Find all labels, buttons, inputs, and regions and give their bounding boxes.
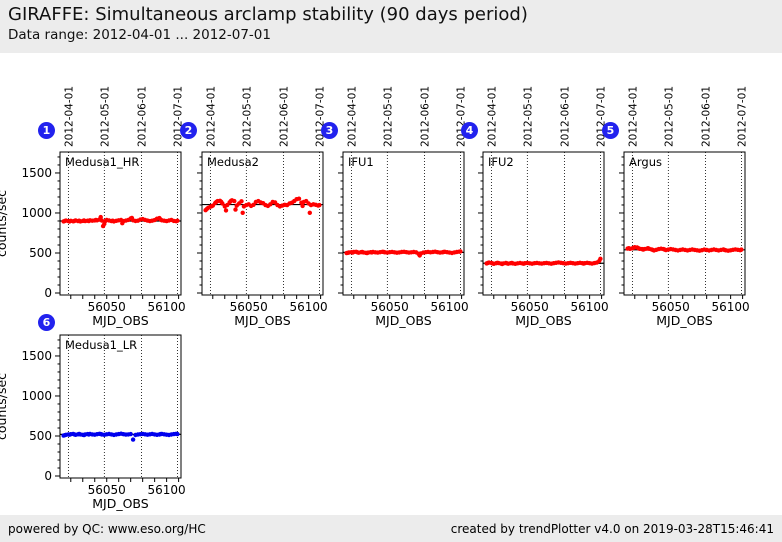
data-points: [203, 196, 322, 215]
x-tick-label: 56050: [230, 300, 268, 314]
x-axis-title: MJD_OBS: [375, 313, 432, 328]
y-axis-title: counts/sec: [0, 190, 9, 257]
x-axis-title: MJD_OBS: [234, 313, 291, 328]
plot-medusa1-hr: 2012-04-01 2012-05-01 2012-06-01 2012-07-01…: [0, 86, 186, 328]
x-tick-label: 56050: [511, 300, 549, 314]
date-tick-label: 2012-05-01: [99, 86, 111, 147]
x-tick-label: 56050: [371, 300, 409, 314]
date-tick-label: 2012-06-01: [278, 86, 290, 147]
series-label: Medusa1_HR: [65, 155, 139, 169]
series-label: Medusa1_LR: [65, 338, 137, 352]
y-axis-title: counts/sec: [0, 373, 9, 440]
x-tick-label: 56100: [431, 300, 469, 314]
x-axis-title: MJD_OBS: [656, 313, 713, 328]
x-tick-label: 56100: [148, 483, 186, 497]
data-points: [61, 431, 180, 442]
y-tick-label: 1000: [21, 206, 52, 220]
plot-number-badge-4: 4: [461, 122, 478, 139]
series-label: IFU1: [348, 155, 374, 169]
series-label: Medusa2: [207, 155, 259, 169]
data-points: [625, 245, 744, 253]
data-points: [484, 256, 603, 267]
plot-frame: [201, 151, 324, 296]
series-label: Argus: [629, 155, 662, 169]
date-range: Data range: 2012-04-01 ... 2012-07-01: [8, 27, 271, 43]
y-tick-label: 1500: [21, 166, 52, 180]
date-tick-label: 2012-04-01: [346, 86, 358, 147]
x-tick-label: 56100: [290, 300, 328, 314]
plot-frame: [623, 151, 746, 296]
date-tick-label: 2012-04-01: [486, 86, 498, 147]
x-axis-title: MJD_OBS: [92, 313, 149, 328]
x-tick-label: 56050: [88, 300, 126, 314]
plot-number-badge-1: 1: [38, 122, 55, 139]
date-tick-label: 2012-06-01: [559, 86, 571, 147]
plot-medusa1-lr: 56050 56100 0 500 1000 1500 counts/sec MJD_OBS M…: [0, 334, 186, 511]
x-tick-label: 56050: [652, 300, 690, 314]
date-tick-label: 2012-05-01: [663, 86, 675, 147]
date-tick-label: 2012-06-01: [136, 86, 148, 147]
date-tick-label: 2012-06-01: [419, 86, 431, 147]
data-points: [344, 249, 463, 258]
report-header: GIRAFFE: Simultaneous arclamp stability …: [0, 0, 782, 53]
y-tick-label: 1000: [21, 389, 52, 403]
y-tick-label: 0: [44, 286, 52, 300]
x-axis-title: MJD_OBS: [92, 496, 149, 511]
date-tick-label: 2012-05-01: [522, 86, 534, 147]
page-title: GIRAFFE: Simultaneous arclamp stability …: [8, 4, 528, 25]
footer-created-by: created by trendPlotter v4.0 on 2019-03-…: [450, 521, 774, 536]
date-tick-label: 2012-05-01: [382, 86, 394, 147]
plot-medusa2: 2012-04-01 2012-05-01 2012-06-01 2012-07-01…: [197, 86, 328, 328]
x-axis-title: MJD_OBS: [515, 313, 572, 328]
plot-frame: [342, 151, 465, 296]
date-tick-label: 2012-04-01: [627, 86, 639, 147]
data-points: [61, 214, 180, 229]
date-tick-label: 2012-05-01: [241, 86, 253, 147]
x-tick-label: 56100: [148, 300, 186, 314]
date-tick-label: 2012-04-01: [63, 86, 75, 147]
plot-frame: [59, 334, 182, 479]
plot-number-badge-3: 3: [321, 122, 338, 139]
y-tick-label: 500: [29, 246, 52, 260]
footer-powered-by: powered by QC: www.eso.org/HC: [8, 521, 206, 536]
y-tick-label: 1500: [21, 349, 52, 363]
plot-number-badge-2: 2: [180, 122, 197, 139]
plot-ifu1: 2012-04-01 2012-05-01 2012-06-01 2012-07-01…: [338, 86, 469, 328]
plot-argus: 2012-04-01 2012-05-01 2012-06-01 2012-07-01…: [619, 86, 750, 328]
x-tick-label: 56050: [88, 483, 126, 497]
plot-number-badge-5: 5: [602, 122, 619, 139]
x-tick-label: 56100: [712, 300, 750, 314]
y-tick-label: 0: [44, 469, 52, 483]
x-tick-label: 56100: [571, 300, 609, 314]
date-tick-label: 2012-07-01: [736, 86, 748, 147]
plot-number-badge-6: 6: [38, 314, 55, 331]
y-tick-label: 500: [29, 429, 52, 443]
series-label: IFU2: [488, 155, 514, 169]
date-tick-label: 2012-04-01: [205, 86, 217, 147]
date-tick-label: 2012-06-01: [700, 86, 712, 147]
plot-frame: [482, 151, 605, 296]
plot-frame: [59, 151, 182, 296]
plot-ifu2: 2012-04-01 2012-05-01 2012-06-01 2012-07-01…: [478, 86, 609, 328]
report-footer: powered by QC: www.eso.org/HC created by…: [0, 515, 782, 542]
